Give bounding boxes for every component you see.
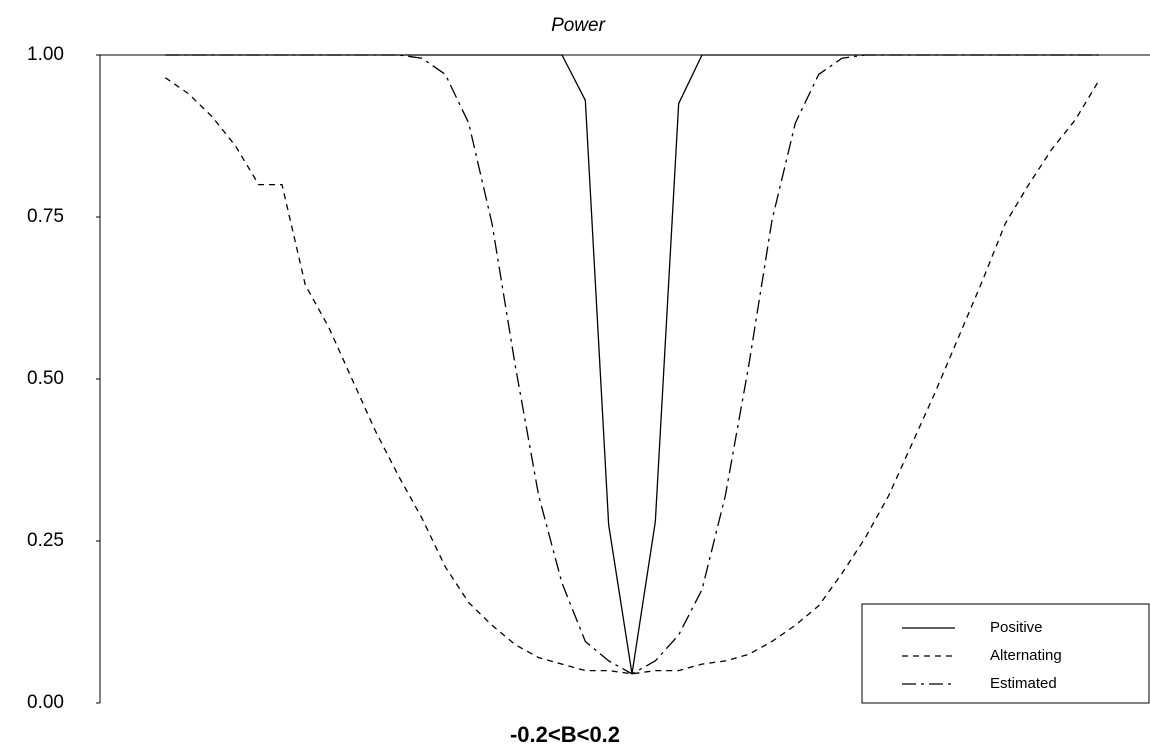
y-tick-label: 1.00 [27, 44, 64, 65]
chart-title: Power [551, 15, 606, 36]
legend-label: Positive [990, 619, 1043, 636]
series-line [165, 54, 1099, 674]
series-line [165, 54, 1099, 675]
y-tick-label: 0.00 [27, 692, 64, 713]
series-line [164, 77, 1100, 675]
x-axis-label: -0.2<B<0.2 [510, 722, 620, 747]
y-tick-label: 0.25 [27, 530, 64, 551]
legend-label: Estimated [990, 675, 1057, 692]
legend-box [861, 603, 1150, 704]
y-tick-label: 0.50 [27, 368, 64, 389]
y-tick-label: 0.75 [27, 206, 64, 227]
legend-label: Alternating [990, 647, 1062, 664]
